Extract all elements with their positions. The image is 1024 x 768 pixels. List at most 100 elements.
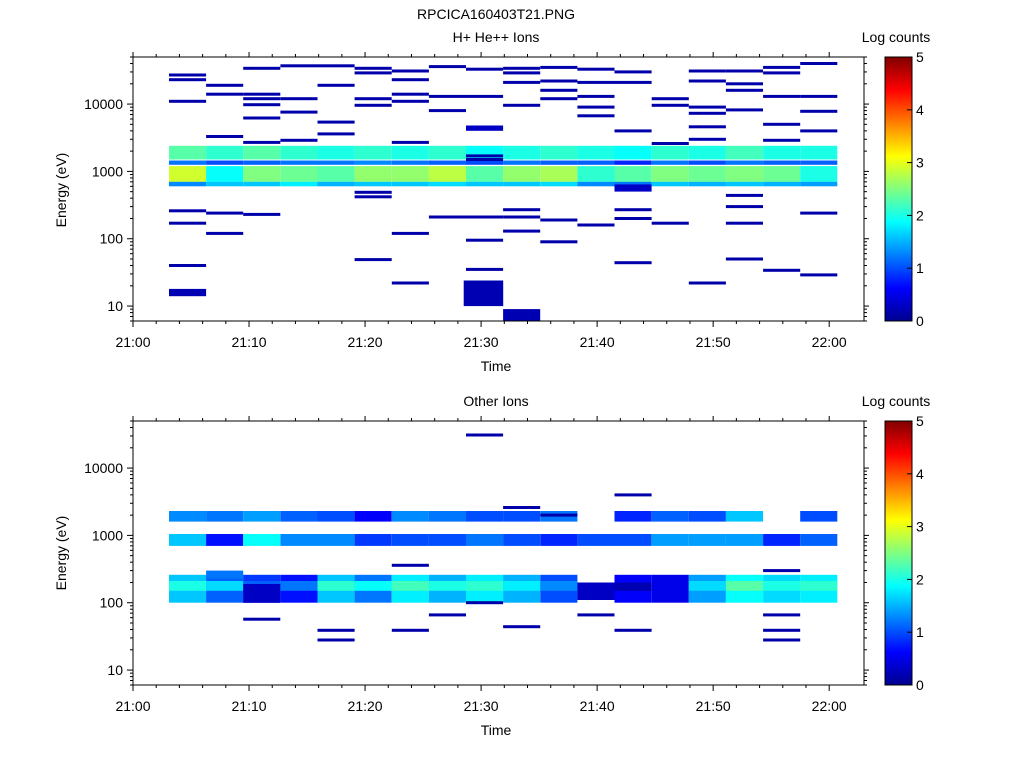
count-line [169, 209, 207, 213]
heat-cell [391, 534, 429, 546]
count-line [577, 613, 615, 617]
heat-cell [800, 166, 838, 182]
colorbar-gradient [884, 420, 913, 686]
heat-cell [614, 181, 652, 187]
heat-cell [763, 534, 801, 546]
heat-cell [391, 145, 429, 160]
count-line [614, 80, 652, 84]
count-line [391, 92, 429, 96]
heat-cell [688, 534, 726, 546]
heat-cell [169, 160, 207, 165]
count-line [169, 73, 207, 77]
heat-cell [577, 160, 615, 165]
heat-block [169, 288, 207, 297]
count-line [428, 109, 466, 113]
colorbar-tick-label: 2 [916, 571, 924, 587]
heat-cell [354, 145, 392, 160]
count-line [651, 142, 689, 145]
heat-cell [169, 581, 207, 591]
heat-cell [651, 511, 689, 522]
heat-cell [243, 145, 281, 160]
count-line [800, 109, 838, 113]
heat-cell [800, 581, 838, 591]
count-line [614, 129, 652, 133]
figure-title: RPCICA160403T21.PNG [417, 6, 575, 22]
heat-cell [206, 511, 244, 522]
count-line [577, 105, 615, 109]
heat-block [463, 280, 504, 307]
count-line [243, 212, 281, 216]
heat-cell [466, 511, 504, 522]
x-tick-label: 21:10 [232, 334, 267, 350]
heat-cell [317, 511, 355, 522]
count-line [725, 108, 763, 112]
colorbar-tick-label: 2 [916, 207, 924, 223]
heat-cell [688, 160, 726, 165]
count-line [428, 613, 466, 617]
count-line [317, 638, 355, 642]
count-line [428, 215, 466, 219]
count-line [688, 125, 726, 129]
axes: 21:00 21:10 21:20 21:30 21:40 21:50 22:00 10 100… [84, 52, 869, 350]
count-line [466, 215, 504, 219]
colorbar-label: Log counts [862, 29, 931, 45]
heat-cell [540, 181, 578, 187]
colorbar-tick-label: 1 [916, 260, 924, 276]
heat-cell [688, 145, 726, 160]
heat-cell [503, 145, 541, 160]
heat-cell [503, 581, 541, 591]
count-line [243, 66, 281, 70]
count-line [280, 97, 318, 101]
count-line [503, 208, 541, 212]
panel-title: Other Ions [463, 393, 528, 409]
heat-cell [725, 166, 763, 182]
count-line [466, 154, 504, 158]
heat-cell [688, 511, 726, 522]
heat-cell [391, 511, 429, 522]
count-line [577, 223, 615, 227]
y-axis-label: Energy (eV) [53, 153, 69, 228]
x-tick-label: 21:40 [580, 334, 615, 350]
heat-cell [725, 534, 763, 546]
x-tick-label: 21:00 [115, 334, 150, 350]
heat-cell [280, 581, 318, 591]
y-tick-label: 100 [100, 595, 124, 611]
heat-block [614, 582, 652, 591]
count-line [317, 120, 355, 124]
count-line [688, 79, 726, 83]
heat-cell [206, 581, 244, 591]
heat-cell [763, 160, 801, 165]
y-tick-label: 10000 [84, 460, 123, 476]
heat-cell [354, 534, 392, 546]
count-line [466, 94, 504, 98]
heat-cell [391, 166, 429, 182]
heat-cell [800, 160, 838, 165]
count-line [763, 613, 801, 617]
colorbar-tick-label: 5 [916, 49, 924, 65]
count-line [391, 231, 429, 235]
count-line [391, 628, 429, 632]
count-line [688, 111, 726, 115]
count-line [354, 190, 392, 194]
colorbar-tick-label: 0 [916, 677, 924, 693]
count-line [725, 205, 763, 209]
colorbar: 0 1 2 3 4 5 [884, 413, 924, 693]
count-line [169, 78, 207, 82]
heat-cell [280, 511, 318, 522]
heat-cell [725, 160, 763, 165]
count-line [540, 65, 578, 69]
count-line [466, 67, 504, 71]
count-line [354, 66, 392, 70]
heat-cell [317, 160, 355, 165]
count-line [466, 601, 504, 605]
heat-cell [169, 166, 207, 182]
count-line [428, 65, 466, 69]
count-line [280, 110, 318, 114]
count-line [763, 268, 801, 272]
heat-cell [614, 160, 652, 165]
heat-cell [614, 511, 652, 522]
heat-cell [800, 534, 838, 546]
count-line [614, 628, 652, 632]
count-line [243, 116, 281, 120]
heat-cell [280, 181, 318, 187]
